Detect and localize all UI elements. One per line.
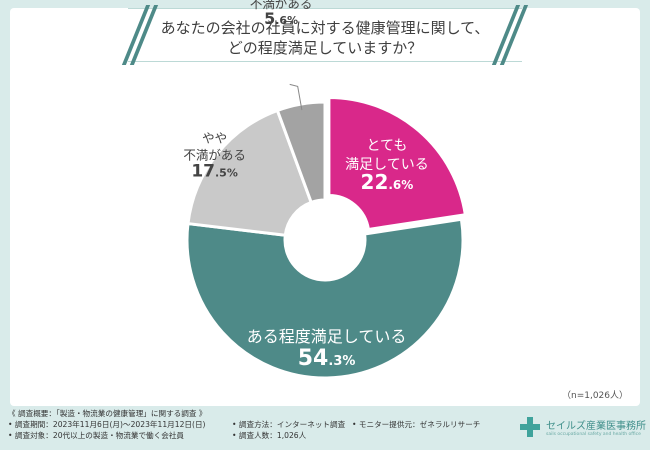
chart-title-line-2: どの程度満足していますか？ xyxy=(227,39,423,57)
slice-label-3-line-1: やや xyxy=(202,131,227,146)
slice-label-3-line-2: 不満がある xyxy=(183,148,246,163)
slice-value-3: 17.5% xyxy=(191,162,238,182)
logo-name: セイルズ産業医事務所 xyxy=(546,421,646,432)
pie-slice-3 xyxy=(186,108,314,237)
survey-overview: 《 調査概要：「製造・物流業の健康管理」に関する調査 》 xyxy=(8,409,207,418)
small-slice-leader-line xyxy=(289,83,303,111)
survey-method: • 調査方法：インターネット調査 xyxy=(232,420,346,429)
survey-period: • 調査期間：2023年11月6日(月)～2023年11月12日(日) xyxy=(8,420,206,429)
survey-target: • 調査対象：20代以上の製造・物流業で働く会社員 xyxy=(8,431,185,440)
chart-title-box: あなたの会社の社員に対する健康管理に関して、 どの程度満足していますか？ xyxy=(121,5,529,65)
pie-slice-4 xyxy=(275,100,327,205)
survey-provider: • モニター提供元：ゼネラルリサーチ xyxy=(352,420,481,429)
company-logo: セイルズ産業医事務所 sails occupational safety and… xyxy=(520,414,646,442)
sample-size-label: （n=1,026人） xyxy=(561,391,628,401)
slice-value-2: 54.3% xyxy=(298,346,356,371)
slice-value-4: 5.6% xyxy=(264,9,298,28)
slice-label-4-line-2: 不満がある xyxy=(250,0,313,11)
slice-label-1-line-1: とても xyxy=(366,138,407,154)
pie-slice-2 xyxy=(185,217,465,380)
slice-label-1-line-2: 満足している xyxy=(345,157,429,173)
slice-label-2-line-1: ある程度満足している xyxy=(247,327,407,346)
slice-value-1: 22.6% xyxy=(361,170,414,194)
pie-slice-1 xyxy=(327,95,468,232)
logo-subtitle: sails occupational safety and health off… xyxy=(546,432,641,437)
chart-title-line-1: あなたの会社の社員に対する健康管理に関して、 xyxy=(160,19,490,37)
survey-count: • 調査人数：1,026人 xyxy=(232,431,307,440)
medical-cross-icon xyxy=(520,417,540,437)
